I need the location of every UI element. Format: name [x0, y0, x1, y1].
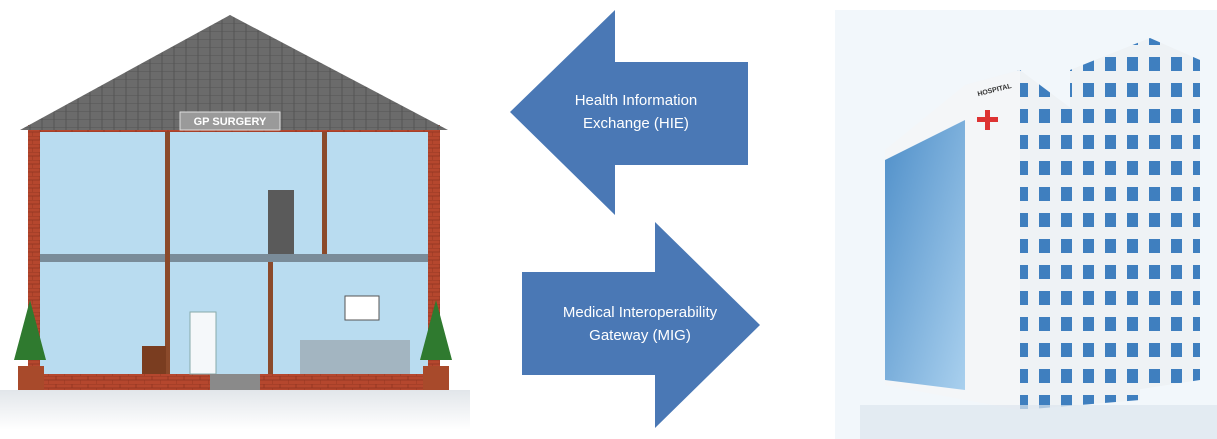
hie-arrow: Health Information Exchange (HIE) — [510, 10, 748, 215]
glass-facade — [885, 120, 965, 390]
floor-slab — [40, 254, 428, 262]
arrow-label: Medical Interoperability — [563, 304, 718, 321]
arrow-label: Gateway (MIG) — [589, 327, 691, 344]
desk — [142, 346, 166, 374]
reflection — [860, 405, 1217, 439]
sign — [179, 111, 281, 131]
hospital: HOSPITAL — [835, 10, 1217, 439]
tree — [420, 300, 452, 360]
ground — [0, 390, 470, 430]
arrow-label: Exchange (HIE) — [583, 115, 689, 132]
board — [344, 295, 380, 321]
pot — [423, 366, 449, 390]
gp-surgery: GP SURGERY — [0, 15, 470, 430]
roof — [20, 15, 448, 130]
cross — [977, 117, 998, 122]
partition — [322, 132, 327, 254]
tree — [14, 300, 46, 360]
mig-arrow: Medical Interoperability Gateway (MIG) — [522, 222, 760, 428]
arrow-label: Health Information — [575, 92, 698, 109]
arrow-left — [510, 10, 748, 215]
node-label: GP SURGERY — [194, 116, 267, 128]
partition — [165, 132, 170, 374]
arrow-right — [522, 222, 760, 428]
kiosk — [189, 311, 217, 375]
pot — [18, 366, 44, 390]
steps — [210, 374, 260, 390]
door — [268, 190, 294, 254]
partition — [268, 262, 273, 374]
upper-floor — [40, 132, 428, 254]
chairs — [300, 340, 410, 374]
